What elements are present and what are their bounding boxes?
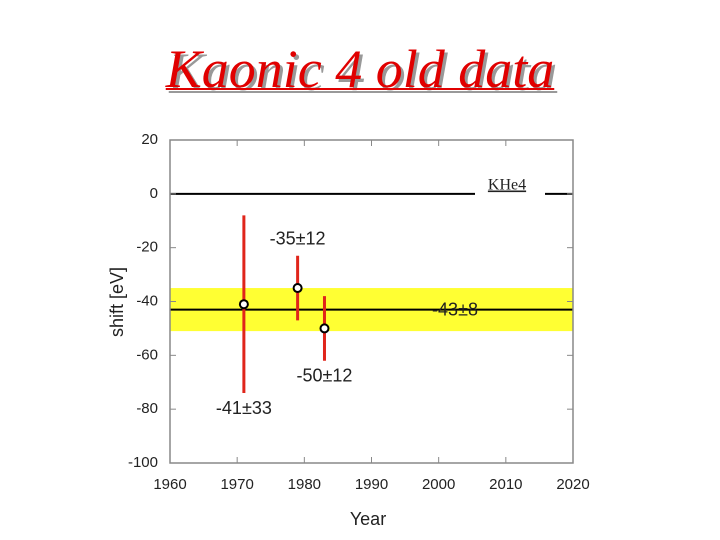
y-tick-label: -80 [136,400,158,417]
y-axis-label: shift [eV] [107,267,127,337]
x-axis-label: Year [350,509,386,529]
y-tick-label: -40 [136,292,158,309]
x-tick-label: 1980 [288,476,321,493]
data-label: -41±33 [216,398,272,418]
x-tick-label: 1960 [153,476,186,493]
y-tick-label: 20 [141,131,158,148]
x-tick-label: 2000 [422,476,455,493]
title-box: Kaonic 4 old data [0,38,720,100]
x-tick-label: 1990 [355,476,388,493]
annotation: KHe4 [488,177,526,194]
x-tick-label: 1970 [220,476,253,493]
chart-title: Kaonic 4 old data [165,39,555,99]
y-tick-label: 0 [150,185,158,202]
data-label: -50±12 [297,365,353,385]
band-label: -43±8 [432,299,478,319]
y-tick-label: -20 [136,239,158,256]
y-tick-label: -60 [136,346,158,363]
data-label: -35±12 [270,228,326,248]
x-tick-label: 2010 [489,476,522,493]
data-point [238,299,249,310]
x-tick-label: 2020 [556,476,589,493]
data-point [292,283,303,294]
data-point [319,323,330,334]
y-tick-label: -100 [128,454,158,471]
